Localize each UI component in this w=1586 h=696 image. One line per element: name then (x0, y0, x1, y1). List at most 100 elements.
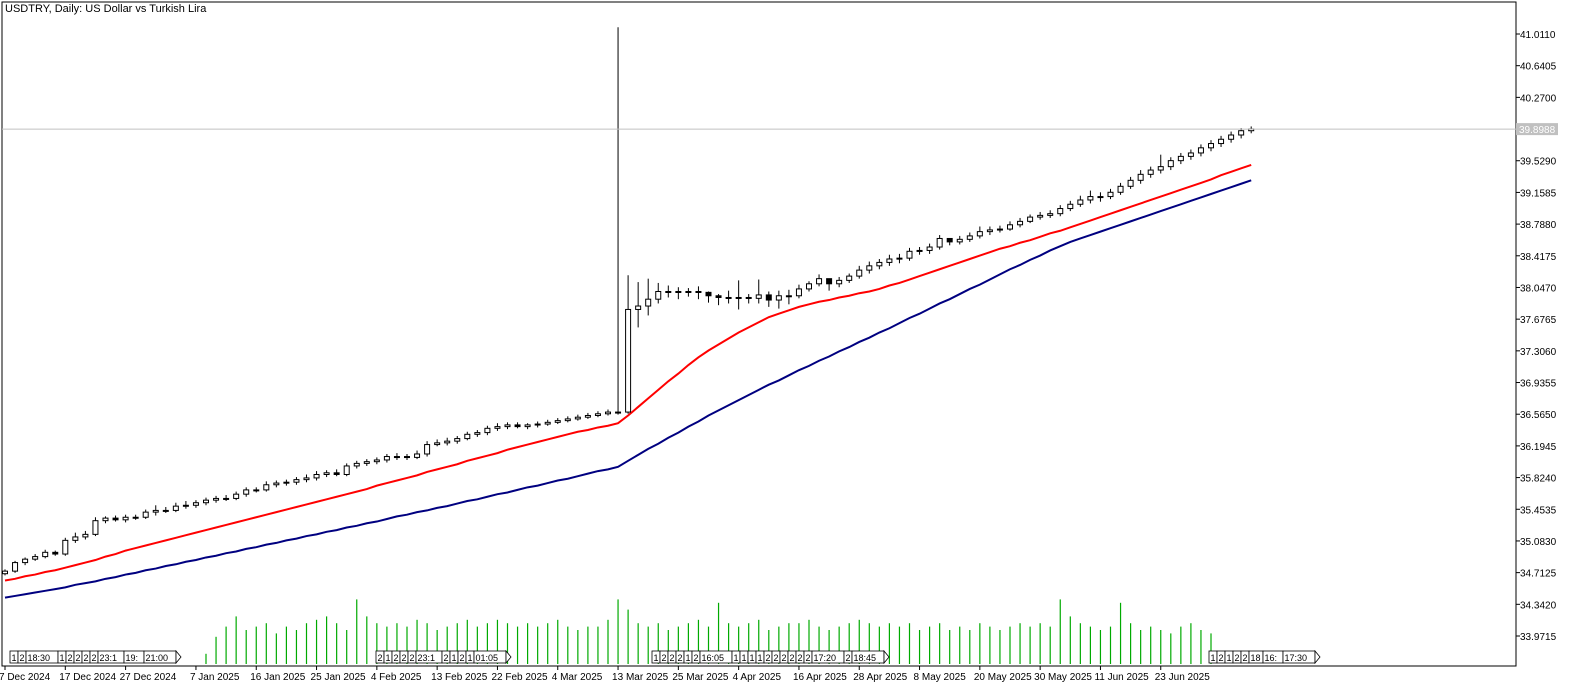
candle-body (836, 279, 843, 285)
y-tick-label: 36.1945 (1520, 442, 1557, 453)
session-tag-label: 2 (678, 653, 683, 663)
candle-body (755, 294, 762, 299)
candle-body (253, 489, 260, 492)
y-tick-label: 40.2700 (1520, 93, 1557, 104)
session-tag-label: 2 (1243, 653, 1248, 663)
candle-body (816, 278, 823, 285)
candle-body (434, 442, 441, 446)
candle-body (243, 489, 250, 495)
session-tag-label: 2 (798, 653, 803, 663)
candle-body (605, 411, 611, 415)
session-tag-arrow (883, 649, 890, 665)
candle-body (162, 509, 169, 512)
candle-body (323, 472, 330, 476)
candle-body (846, 275, 853, 281)
candle-body (464, 433, 471, 440)
candle-body (1187, 152, 1194, 157)
session-tag-label: 2 (790, 653, 795, 663)
candle-body (966, 235, 973, 240)
session-tag-label: 2 (1235, 653, 1240, 663)
candle-body (263, 484, 270, 491)
session-tag-label: 2 (378, 653, 383, 663)
session-tag-label: 23:1 (418, 653, 436, 663)
session-tag-label: 2 (774, 653, 779, 663)
candle-body (795, 288, 802, 297)
candle-body (12, 562, 19, 572)
candle-body (484, 427, 491, 434)
y-tick-label: 41.0110 (1520, 30, 1556, 41)
candle-body (645, 298, 652, 307)
session-tag-label: 1 (60, 653, 65, 663)
current-price-label: 39.8988 (1519, 125, 1556, 136)
candle-body (1157, 166, 1164, 171)
session-tag-label: 2 (460, 653, 465, 663)
candle-body (22, 558, 29, 564)
session-tag-label: 2 (806, 653, 811, 663)
x-tick-label: 27 Dec 2024 (120, 672, 177, 683)
y-tick-label: 35.4535 (1520, 505, 1557, 516)
x-tick-label: 8 May 2025 (914, 672, 967, 683)
candle-body (745, 296, 752, 299)
candle-body (1007, 224, 1013, 230)
session-tag-label: 2 (782, 653, 787, 663)
session-tag-label: 1 (386, 653, 391, 663)
candle-body (494, 426, 501, 429)
candle-body (454, 438, 461, 442)
candle-body (1127, 179, 1134, 187)
candle-body (62, 539, 69, 555)
candle-body (685, 290, 692, 293)
candle-body (1107, 191, 1114, 198)
candle-body (996, 228, 1003, 231)
session-tag-label: 2 (394, 653, 399, 663)
x-tick-label: 4 Feb 2025 (371, 672, 422, 683)
y-tick-label: 38.0470 (1520, 283, 1557, 294)
x-tick-label: 25 Mar 2025 (672, 672, 729, 683)
session-tag-label: 1 (686, 653, 691, 663)
candle-body (826, 278, 833, 285)
session-tag-label: 01:05 (476, 653, 499, 663)
candle-body (1097, 196, 1104, 199)
session-tag-label: 2 (670, 653, 675, 663)
candle-body (42, 551, 49, 558)
session-tag-label: 2 (402, 653, 407, 663)
candle-body (283, 481, 290, 484)
candle-body (203, 499, 209, 504)
moving-averages (4, 163, 1252, 599)
y-tick-label: 34.3420 (1520, 600, 1557, 611)
session-tag-label: 2 (1219, 653, 1224, 663)
session-tag-label: 18:45 (854, 653, 877, 663)
y-tick-label: 37.6765 (1520, 315, 1557, 326)
plot-frame (1, 1, 1517, 667)
candle-body (424, 444, 431, 455)
candle-body (1017, 220, 1024, 226)
current-price-badge (1516, 123, 1558, 136)
candle-body (635, 305, 642, 310)
candle-body (675, 290, 682, 293)
session-tag-label: 1 (12, 653, 17, 663)
session-tag-arrow (175, 649, 182, 665)
candle-body (72, 536, 79, 541)
candle-body (1228, 134, 1235, 140)
y-tick-label: 38.7880 (1520, 220, 1557, 231)
session-tag-label: 17:30 (1285, 653, 1308, 663)
candle-body (1117, 185, 1124, 193)
candle-body (444, 440, 451, 444)
candle-body (946, 237, 953, 243)
candle-body (916, 249, 923, 252)
y-tick-label: 39.5290 (1520, 157, 1557, 168)
session-tag-label: 1 (758, 653, 763, 663)
y-tick-label: 39.1585 (1520, 188, 1557, 199)
x-axis: 7 Dec 2024 17 Dec 2024 27 Dec 2024 7 Jan 20… (0, 666, 1210, 683)
candle-body (1087, 196, 1094, 201)
session-tag-label: 18:30 (28, 653, 51, 663)
candle-body (554, 420, 561, 423)
candle-body (32, 556, 39, 560)
candle-body (514, 424, 521, 428)
candle-body (584, 414, 591, 418)
session-tag-label: 1 (468, 653, 473, 663)
candle-body (52, 551, 59, 555)
x-tick-label: 16 Apr 2025 (793, 672, 847, 683)
candle-body (1177, 155, 1184, 162)
candle-body (1037, 214, 1044, 218)
